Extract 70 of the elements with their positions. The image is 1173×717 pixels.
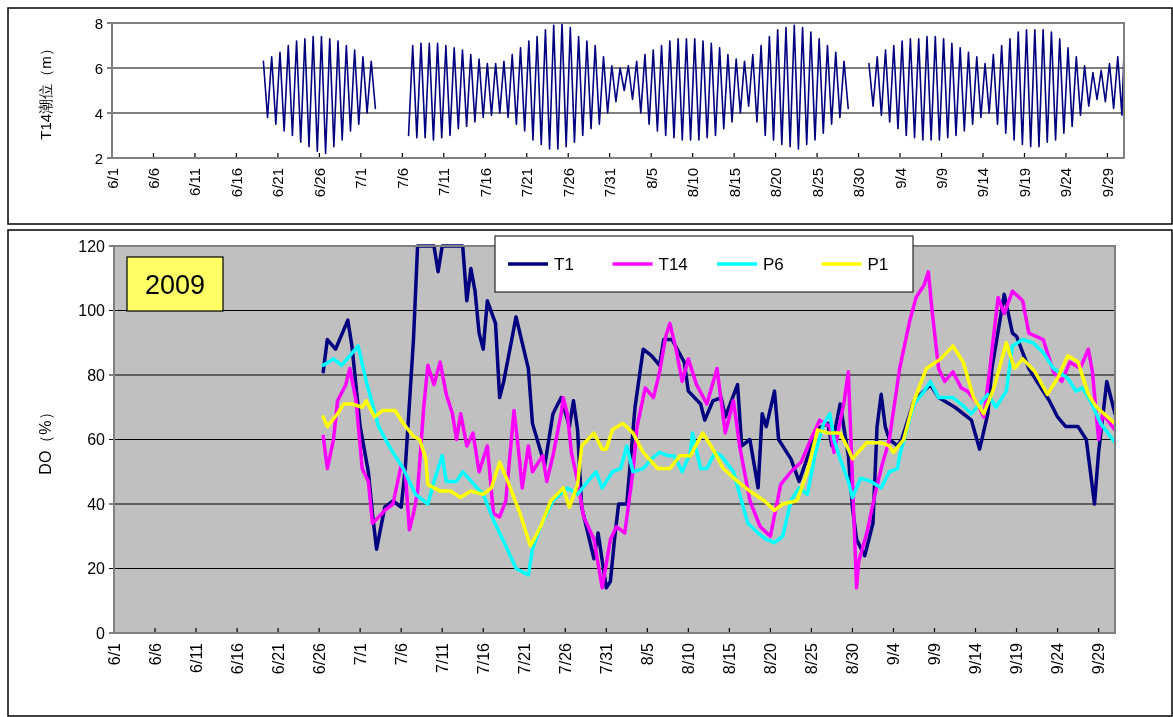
x-tick-label: 9/19 — [1015, 168, 1033, 198]
x-tick-label: 8/15 — [720, 642, 738, 675]
x-tick-label: 9/14 — [974, 168, 992, 198]
x-tick-label: 7/1 — [351, 642, 369, 666]
x-tick-label: 9/29 — [1098, 168, 1116, 198]
x-tick-label: 9/9 — [925, 642, 943, 666]
x-tick-label: 9/19 — [1008, 642, 1026, 675]
y-tick-label: 6 — [94, 59, 103, 77]
x-tick-label: 8/30 — [843, 642, 861, 675]
y-axis-title: T14潮位（m） — [36, 41, 54, 140]
x-tick-label: 9/14 — [967, 642, 985, 675]
x-tick-label: 7/21 — [518, 168, 536, 198]
y-tick-label: 100 — [78, 302, 106, 319]
legend-label: P6 — [763, 254, 784, 274]
x-tick-label: 9/24 — [1057, 168, 1075, 198]
x-tick-label: 9/9 — [933, 168, 951, 189]
legend-label: P1 — [867, 254, 889, 274]
x-tick-label: 8/20 — [761, 642, 779, 675]
x-tick-label: 7/31 — [597, 642, 615, 675]
x-tick-label: 6/16 — [227, 168, 245, 198]
y-tick-label: 0 — [96, 624, 106, 642]
y-tick-label: 40 — [87, 495, 106, 513]
x-tick-label: 8/20 — [767, 168, 785, 198]
y-tick-label: 60 — [87, 431, 106, 448]
line-series — [407, 22, 849, 150]
x-tick-label: 7/26 — [556, 642, 574, 675]
x-tick-label: 7/31 — [601, 168, 619, 198]
x-tick-label: 8/25 — [802, 642, 820, 675]
x-tick-label: 7/6 — [392, 642, 410, 666]
line-series — [262, 35, 377, 155]
x-tick-label: 6/6 — [144, 168, 162, 189]
x-tick-label: 9/24 — [1049, 642, 1067, 675]
legend-label: T1 — [554, 254, 574, 274]
x-tick-label: 8/25 — [808, 168, 826, 198]
x-tick-label: 7/11 — [433, 642, 451, 673]
y-tick-label: 80 — [87, 366, 106, 384]
x-tick-label: 8/15 — [725, 168, 743, 198]
y-axis-title: DO（%） — [36, 404, 54, 475]
x-tick-label: 6/16 — [228, 642, 246, 675]
x-tick-label: 7/16 — [476, 168, 494, 198]
x-tick-label: 9/29 — [1090, 642, 1108, 675]
x-tick-label: 8/5 — [642, 168, 660, 189]
x-tick-label: 6/11 — [186, 168, 204, 197]
y-tick-label: 20 — [87, 560, 106, 577]
x-tick-label: 6/21 — [269, 642, 287, 675]
x-tick-label: 6/26 — [310, 168, 328, 198]
x-tick-label: 8/5 — [638, 642, 656, 666]
x-tick-label: 6/26 — [310, 642, 328, 675]
y-tick-label: 2 — [94, 149, 103, 167]
x-tick-label: 7/6 — [393, 168, 411, 189]
x-tick-label: 9/4 — [891, 168, 909, 189]
y-tick-label: 120 — [78, 237, 106, 255]
x-tick-label: 6/6 — [146, 642, 164, 666]
x-tick-label: 8/30 — [850, 168, 868, 198]
x-tick-label: 8/10 — [684, 168, 702, 198]
x-tick-label: 6/21 — [269, 168, 287, 198]
x-tick-label: 6/1 — [103, 168, 121, 189]
x-tick-label: 7/16 — [474, 642, 492, 675]
y-tick-label: 8 — [94, 14, 103, 32]
annotation: 2009 — [144, 270, 206, 300]
x-tick-label: 9/4 — [884, 642, 902, 666]
x-tick-label: 7/11 — [435, 168, 453, 197]
legend-label: T14 — [658, 254, 688, 274]
x-tick-label: 7/26 — [559, 168, 577, 198]
x-tick-label: 7/1 — [352, 168, 370, 189]
x-tick-label: 7/21 — [515, 642, 533, 675]
y-tick-label: 4 — [94, 104, 103, 122]
x-tick-label: 6/11 — [187, 642, 205, 673]
x-tick-label: 6/1 — [105, 642, 123, 666]
x-tick-label: 8/10 — [679, 642, 697, 675]
